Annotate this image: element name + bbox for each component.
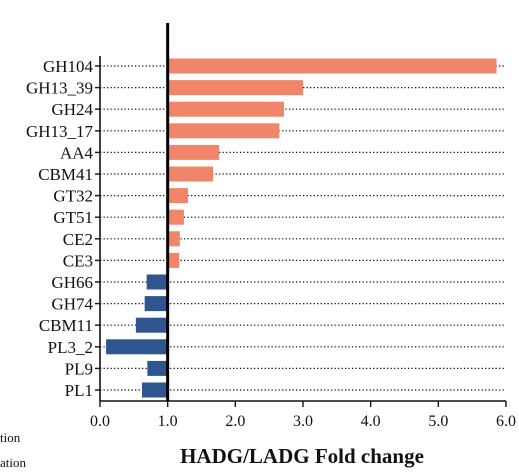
category-label-gh13-39: GH13_39 (26, 79, 93, 98)
x-tick-label-2-0: 2.0 (225, 413, 245, 430)
category-label-gh104: GH104 (43, 57, 94, 76)
bar-gh13-17 (167, 123, 280, 139)
bar-gt51 (167, 209, 184, 225)
bar-gt32 (167, 188, 188, 204)
bar-pl9 (147, 360, 168, 376)
category-label-aa4: AA4 (60, 143, 94, 162)
category-label-ce3: CE3 (63, 251, 93, 270)
x-tick-label-1-0: 1.0 (158, 413, 178, 430)
category-label-gt51: GT51 (53, 208, 93, 227)
x-ticks: 0.0 1.0 2.0 3.0 4.0 5.0 6.0 (90, 401, 516, 430)
bar-cbm41 (167, 166, 214, 182)
bars-group (106, 58, 497, 398)
category-labels: GH104 GH13_39 GH24 GH13_17 AA4 CBM41 GT32 GT51 C… (26, 57, 94, 400)
bar-ce3 (167, 252, 180, 268)
category-label-cbm11: CBM11 (39, 316, 93, 335)
x-tick-label-4-0: 4.0 (361, 413, 381, 430)
x-tick-label-3-0: 3.0 (293, 413, 313, 430)
category-label-pl1: PL1 (65, 381, 93, 400)
category-label-cbm41: CBM41 (38, 165, 93, 184)
category-label-gh74: GH74 (51, 295, 93, 314)
bar-ce2 (167, 231, 180, 247)
category-label-ce2: CE2 (63, 230, 93, 249)
category-label-gh66: GH66 (51, 273, 93, 292)
bar-aa4 (167, 144, 220, 160)
bar-gh13-39 (167, 80, 303, 96)
x-tick-label-5-0: 5.0 (428, 413, 448, 430)
side-text-fragment-2: ation (0, 455, 26, 470)
bar-gh24 (167, 101, 285, 117)
category-label-pl3-2: PL3_2 (48, 338, 93, 357)
bar-cbm11 (135, 317, 168, 333)
category-label-gh13-17: GH13_17 (26, 122, 94, 141)
category-label-pl9: PL9 (65, 359, 93, 378)
category-label-gt32: GT32 (53, 187, 93, 206)
bar-pl1 (141, 382, 168, 398)
bar-pl3-2 (106, 339, 168, 355)
x-tick-label-0-0: 0.0 (90, 413, 110, 430)
x-tick-label-6-0: 6.0 (496, 413, 516, 430)
x-axis-label: HADG/LADG Fold change (180, 444, 424, 468)
bar-gh74 (144, 296, 168, 312)
side-text-fragment-1: tion (0, 430, 21, 445)
bar-gh66 (146, 274, 168, 290)
category-label-gh24: GH24 (51, 100, 93, 119)
bar-gh104 (167, 58, 497, 74)
